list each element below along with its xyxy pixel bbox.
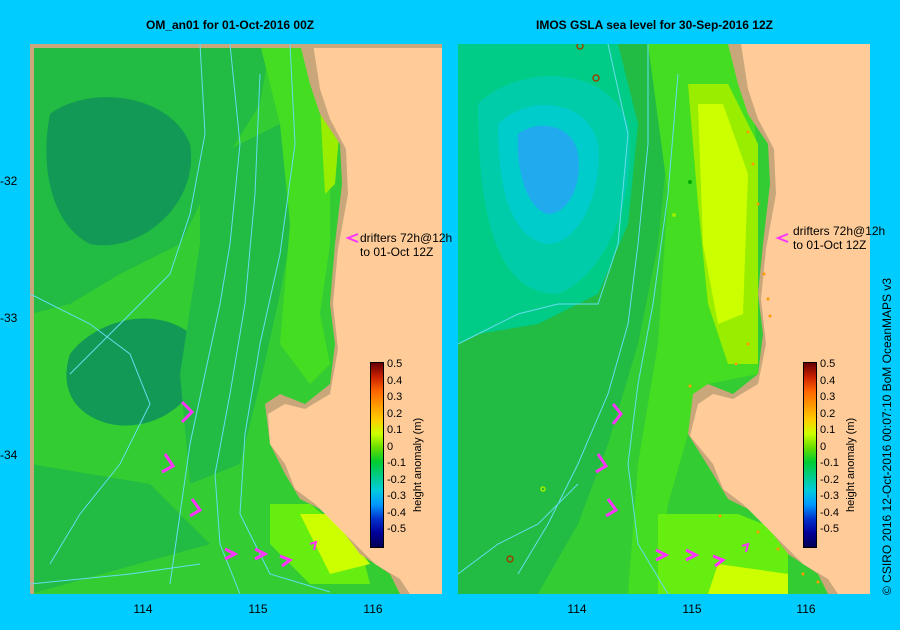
lon-label: 116 — [796, 602, 816, 616]
left-map-field — [30, 44, 442, 594]
right-colorbar — [803, 362, 817, 548]
left-colorbar — [370, 362, 384, 548]
lon-label: 115 — [682, 602, 702, 616]
drifter-arrow — [605, 498, 619, 518]
drifter-arrow — [712, 554, 727, 568]
right-map — [458, 44, 870, 594]
lon-label: 114 — [567, 602, 587, 616]
drifter-legend-arrow — [775, 233, 789, 243]
drifter-arrow — [180, 400, 195, 424]
left-map-title: OM_an01 for 01-Oct-2016 00Z — [146, 18, 315, 32]
drifter-arrow — [279, 554, 294, 568]
drifter-arrow — [254, 547, 269, 561]
lon-label: 115 — [248, 602, 268, 616]
right-colorbar-ticks: 0.5 0.4 0.3 0.2 0.1 0 -0.1 -0.2 -0.3 -0.4 -0.5 — [820, 358, 839, 535]
right-drifter-note: drifters 72h@12h to 01-Oct 12Z — [793, 224, 886, 252]
left-drifter-note: drifters 72h@12h to 01-Oct 12Z — [360, 231, 453, 259]
credit-text: © CSIRO 2016 12-Oct-2016 00:07:10 BoM Oc… — [880, 277, 894, 595]
drifter-arrow — [685, 548, 700, 562]
drifter-arrow — [189, 498, 203, 518]
right-colorbar-label: height anomaly (m) — [845, 417, 857, 512]
drifter-arrow — [611, 403, 623, 425]
right-map-field — [458, 44, 870, 594]
lon-label: 116 — [363, 602, 383, 616]
drifter-arrow — [224, 547, 239, 561]
drifter-legend-arrow — [345, 233, 359, 243]
left-colorbar-ticks: 0.5 0.4 0.3 0.2 0.1 0 -0.1 -0.2 -0.3 -0.4 -0.5 — [387, 358, 406, 535]
right-map-title: IMOS GSLA sea level for 30-Sep-2016 12Z — [536, 18, 773, 32]
drifter-arrow — [595, 453, 609, 474]
lat-label: -33 — [0, 311, 18, 325]
drifter-arrow — [161, 453, 176, 474]
left-map — [30, 44, 442, 594]
lat-label: -34 — [0, 448, 18, 462]
lon-label: 114 — [133, 602, 153, 616]
drifter-arrow — [309, 540, 318, 551]
drifter-arrow — [655, 548, 670, 562]
lat-label: -32 — [0, 174, 18, 188]
left-colorbar-label: height anomaly (m) — [412, 417, 424, 512]
drifter-arrow — [741, 542, 750, 553]
